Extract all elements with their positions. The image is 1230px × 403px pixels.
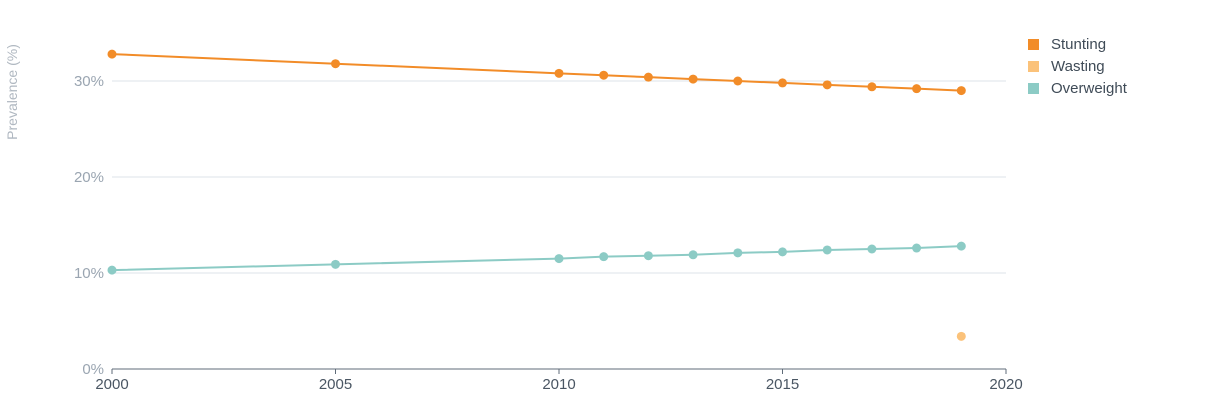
stunting-point	[331, 59, 340, 69]
stunting-point	[688, 74, 698, 84]
overweight-point	[912, 243, 922, 253]
legend-label-wasting: Wasting	[1051, 57, 1105, 75]
overweight-point	[778, 247, 787, 257]
overweight-point	[554, 254, 564, 264]
overweight-point	[956, 241, 966, 251]
gridlines	[112, 80, 1006, 274]
stunting-point	[599, 70, 609, 80]
overweight-point	[688, 250, 698, 260]
x-tick-label: 2020	[989, 376, 1022, 393]
legend-item-stunting[interactable]: Stunting	[1028, 33, 1127, 55]
stunting-point	[554, 68, 564, 78]
y-tick-label: 20%	[74, 169, 104, 186]
y-tick-label: 0%	[82, 361, 104, 378]
legend-swatch-wasting	[1028, 60, 1039, 72]
overweight-point	[822, 245, 832, 255]
stunting-point	[643, 72, 653, 82]
stunting-point	[778, 78, 787, 88]
stunting-point	[912, 84, 922, 94]
overweight-point	[733, 248, 743, 258]
x-tick-label: 2015	[766, 376, 799, 393]
legend-label-stunting: Stunting	[1051, 35, 1107, 53]
wasting-point	[956, 331, 966, 341]
series-group	[107, 49, 966, 341]
overweight-line	[111, 245, 962, 272]
overweight-point	[867, 244, 877, 254]
stunting-point	[822, 80, 832, 90]
y-tick-label: 30%	[74, 73, 104, 90]
stunting-point	[867, 82, 877, 92]
stunting-line	[111, 53, 962, 92]
legend: Stunting Wasting Overweight	[1028, 33, 1127, 99]
overweight-point	[643, 251, 653, 261]
x-tick-label: 2010	[542, 376, 575, 393]
legend-label-overweight: Overweight	[1051, 79, 1127, 97]
y-tick-label: 10%	[74, 265, 104, 282]
x-tick-label: 2000	[95, 376, 128, 393]
y-axis-label: Prevalence (%)	[4, 44, 20, 140]
stunting-point	[107, 49, 117, 59]
legend-swatch-stunting	[1028, 38, 1039, 50]
axes: 0% 10% 20% 30% 2000 2005 2010 2015 2020	[74, 73, 1023, 393]
x-tick-label: 2005	[319, 376, 352, 393]
overweight-point	[331, 259, 340, 269]
legend-item-overweight[interactable]: Overweight	[1028, 77, 1127, 99]
stunting-point	[956, 86, 966, 96]
overweight-point	[107, 265, 117, 275]
legend-swatch-overweight	[1028, 82, 1039, 94]
overweight-point	[599, 252, 609, 262]
legend-item-wasting[interactable]: Wasting	[1028, 55, 1127, 77]
stunting-point	[733, 76, 743, 86]
